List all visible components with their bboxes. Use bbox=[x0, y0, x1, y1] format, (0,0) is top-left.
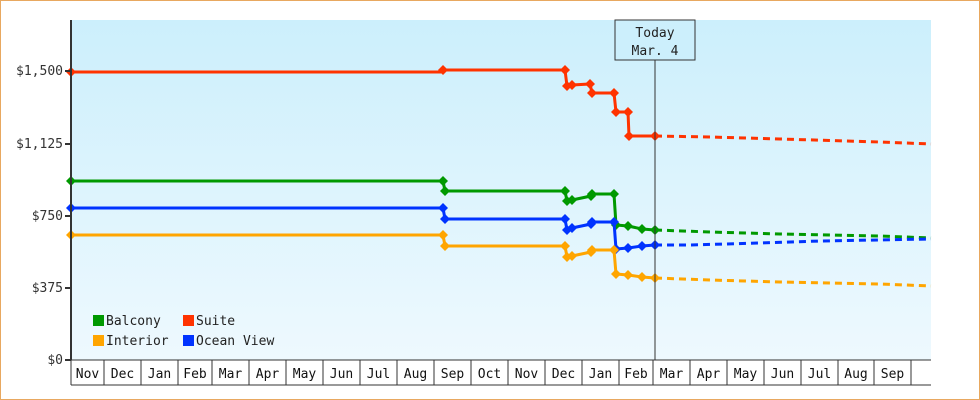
month-label: Oct bbox=[478, 367, 501, 382]
data-point-marker[interactable] bbox=[567, 195, 577, 205]
data-point-marker[interactable] bbox=[609, 189, 619, 199]
data-point-marker[interactable] bbox=[624, 131, 634, 141]
legend-item-interior[interactable]: Interior bbox=[93, 334, 169, 349]
month-label: Aug bbox=[844, 367, 867, 382]
month-label: Apr bbox=[697, 367, 721, 382]
data-point-marker[interactable] bbox=[438, 203, 448, 213]
legend: Balcony Suite Interior Ocean View bbox=[93, 314, 274, 349]
data-point-marker[interactable] bbox=[438, 65, 448, 75]
month-label: Jul bbox=[367, 367, 390, 382]
today-date: Mar. 4 bbox=[632, 44, 679, 59]
month-label: Mar bbox=[660, 367, 684, 382]
series-layer bbox=[66, 65, 932, 288]
series-interior bbox=[66, 230, 932, 288]
axes: $0 $375 $750 $1,125 $1,500 Nov Dec Jan Feb Mar Apr… bbox=[16, 20, 931, 386]
data-point-marker[interactable] bbox=[440, 214, 450, 224]
legend-item-suite[interactable]: Suite bbox=[183, 314, 235, 329]
data-point-marker[interactable] bbox=[567, 223, 577, 233]
data-point-marker[interactable] bbox=[438, 230, 448, 240]
data-point-marker[interactable] bbox=[637, 241, 647, 251]
today-label-box bbox=[614, 19, 696, 61]
legend-label: Interior bbox=[106, 334, 169, 349]
data-point-marker[interactable] bbox=[567, 251, 577, 261]
legend-label: Balcony bbox=[106, 314, 161, 329]
month-label: Dec bbox=[111, 367, 134, 382]
data-point-marker[interactable] bbox=[623, 221, 633, 231]
month-label: May bbox=[293, 367, 317, 382]
data-point-marker[interactable] bbox=[611, 107, 621, 117]
series-suite bbox=[66, 65, 932, 146]
legend-item-ocean-view[interactable]: Ocean View bbox=[183, 334, 274, 349]
data-point-marker[interactable] bbox=[637, 224, 647, 234]
legend-swatch bbox=[183, 335, 194, 346]
y-tick-label: $375 bbox=[32, 281, 63, 296]
forecast-line bbox=[654, 276, 932, 288]
month-label: Nov bbox=[515, 367, 539, 382]
month-label: Nov bbox=[76, 367, 100, 382]
legend-swatch bbox=[93, 335, 104, 346]
data-point-marker[interactable] bbox=[560, 241, 570, 251]
data-point-marker[interactable] bbox=[438, 176, 448, 186]
data-point-marker[interactable] bbox=[587, 189, 597, 199]
data-point-marker[interactable] bbox=[440, 241, 450, 251]
data-point-marker[interactable] bbox=[637, 272, 647, 282]
month-label: Jun bbox=[771, 367, 794, 382]
forecast-line bbox=[654, 228, 932, 240]
month-label: Jan bbox=[589, 367, 612, 382]
month-label: Feb bbox=[624, 367, 648, 382]
month-label: Apr bbox=[256, 367, 280, 382]
data-point-marker[interactable] bbox=[623, 243, 633, 253]
legend-label: Ocean View bbox=[196, 334, 274, 349]
legend-swatch bbox=[93, 315, 104, 326]
month-label: Sep bbox=[441, 367, 465, 382]
month-label: Jan bbox=[148, 367, 171, 382]
data-point-marker[interactable] bbox=[587, 217, 597, 227]
data-point-marker[interactable] bbox=[440, 186, 450, 196]
data-point-marker[interactable] bbox=[609, 245, 619, 255]
y-tick-label: $750 bbox=[32, 209, 63, 224]
legend-swatch bbox=[183, 315, 194, 326]
data-point-marker[interactable] bbox=[587, 88, 597, 98]
data-point-marker[interactable] bbox=[585, 79, 595, 89]
month-label: Aug bbox=[404, 367, 427, 382]
data-point-marker[interactable] bbox=[560, 65, 570, 75]
data-point-marker[interactable] bbox=[623, 270, 633, 280]
month-label: Sep bbox=[881, 367, 905, 382]
legend-label: Suite bbox=[196, 314, 235, 329]
y-tick-label: $1,125 bbox=[16, 137, 63, 152]
data-point-marker[interactable] bbox=[611, 269, 621, 279]
month-label: May bbox=[734, 367, 758, 382]
month-label: Mar bbox=[219, 367, 243, 382]
month-label: Feb bbox=[183, 367, 207, 382]
today-marker: Today Mar. 4 bbox=[614, 19, 696, 360]
y-tick-label: $1,500 bbox=[16, 64, 63, 79]
legend-item-balcony[interactable]: Balcony bbox=[93, 314, 161, 329]
data-point-marker[interactable] bbox=[560, 214, 570, 224]
month-label: Jun bbox=[330, 367, 353, 382]
today-label: Today bbox=[635, 26, 674, 41]
y-tick-label: $0 bbox=[47, 353, 63, 368]
month-label: Jul bbox=[808, 367, 831, 382]
month-label: Dec bbox=[552, 367, 575, 382]
data-point-marker[interactable] bbox=[609, 217, 619, 227]
data-point-marker[interactable] bbox=[587, 245, 597, 255]
data-point-marker[interactable] bbox=[609, 88, 619, 98]
forecast-line bbox=[654, 134, 932, 146]
data-point-marker[interactable] bbox=[623, 107, 633, 117]
data-point-marker[interactable] bbox=[560, 186, 570, 196]
data-point-marker[interactable] bbox=[567, 80, 577, 90]
